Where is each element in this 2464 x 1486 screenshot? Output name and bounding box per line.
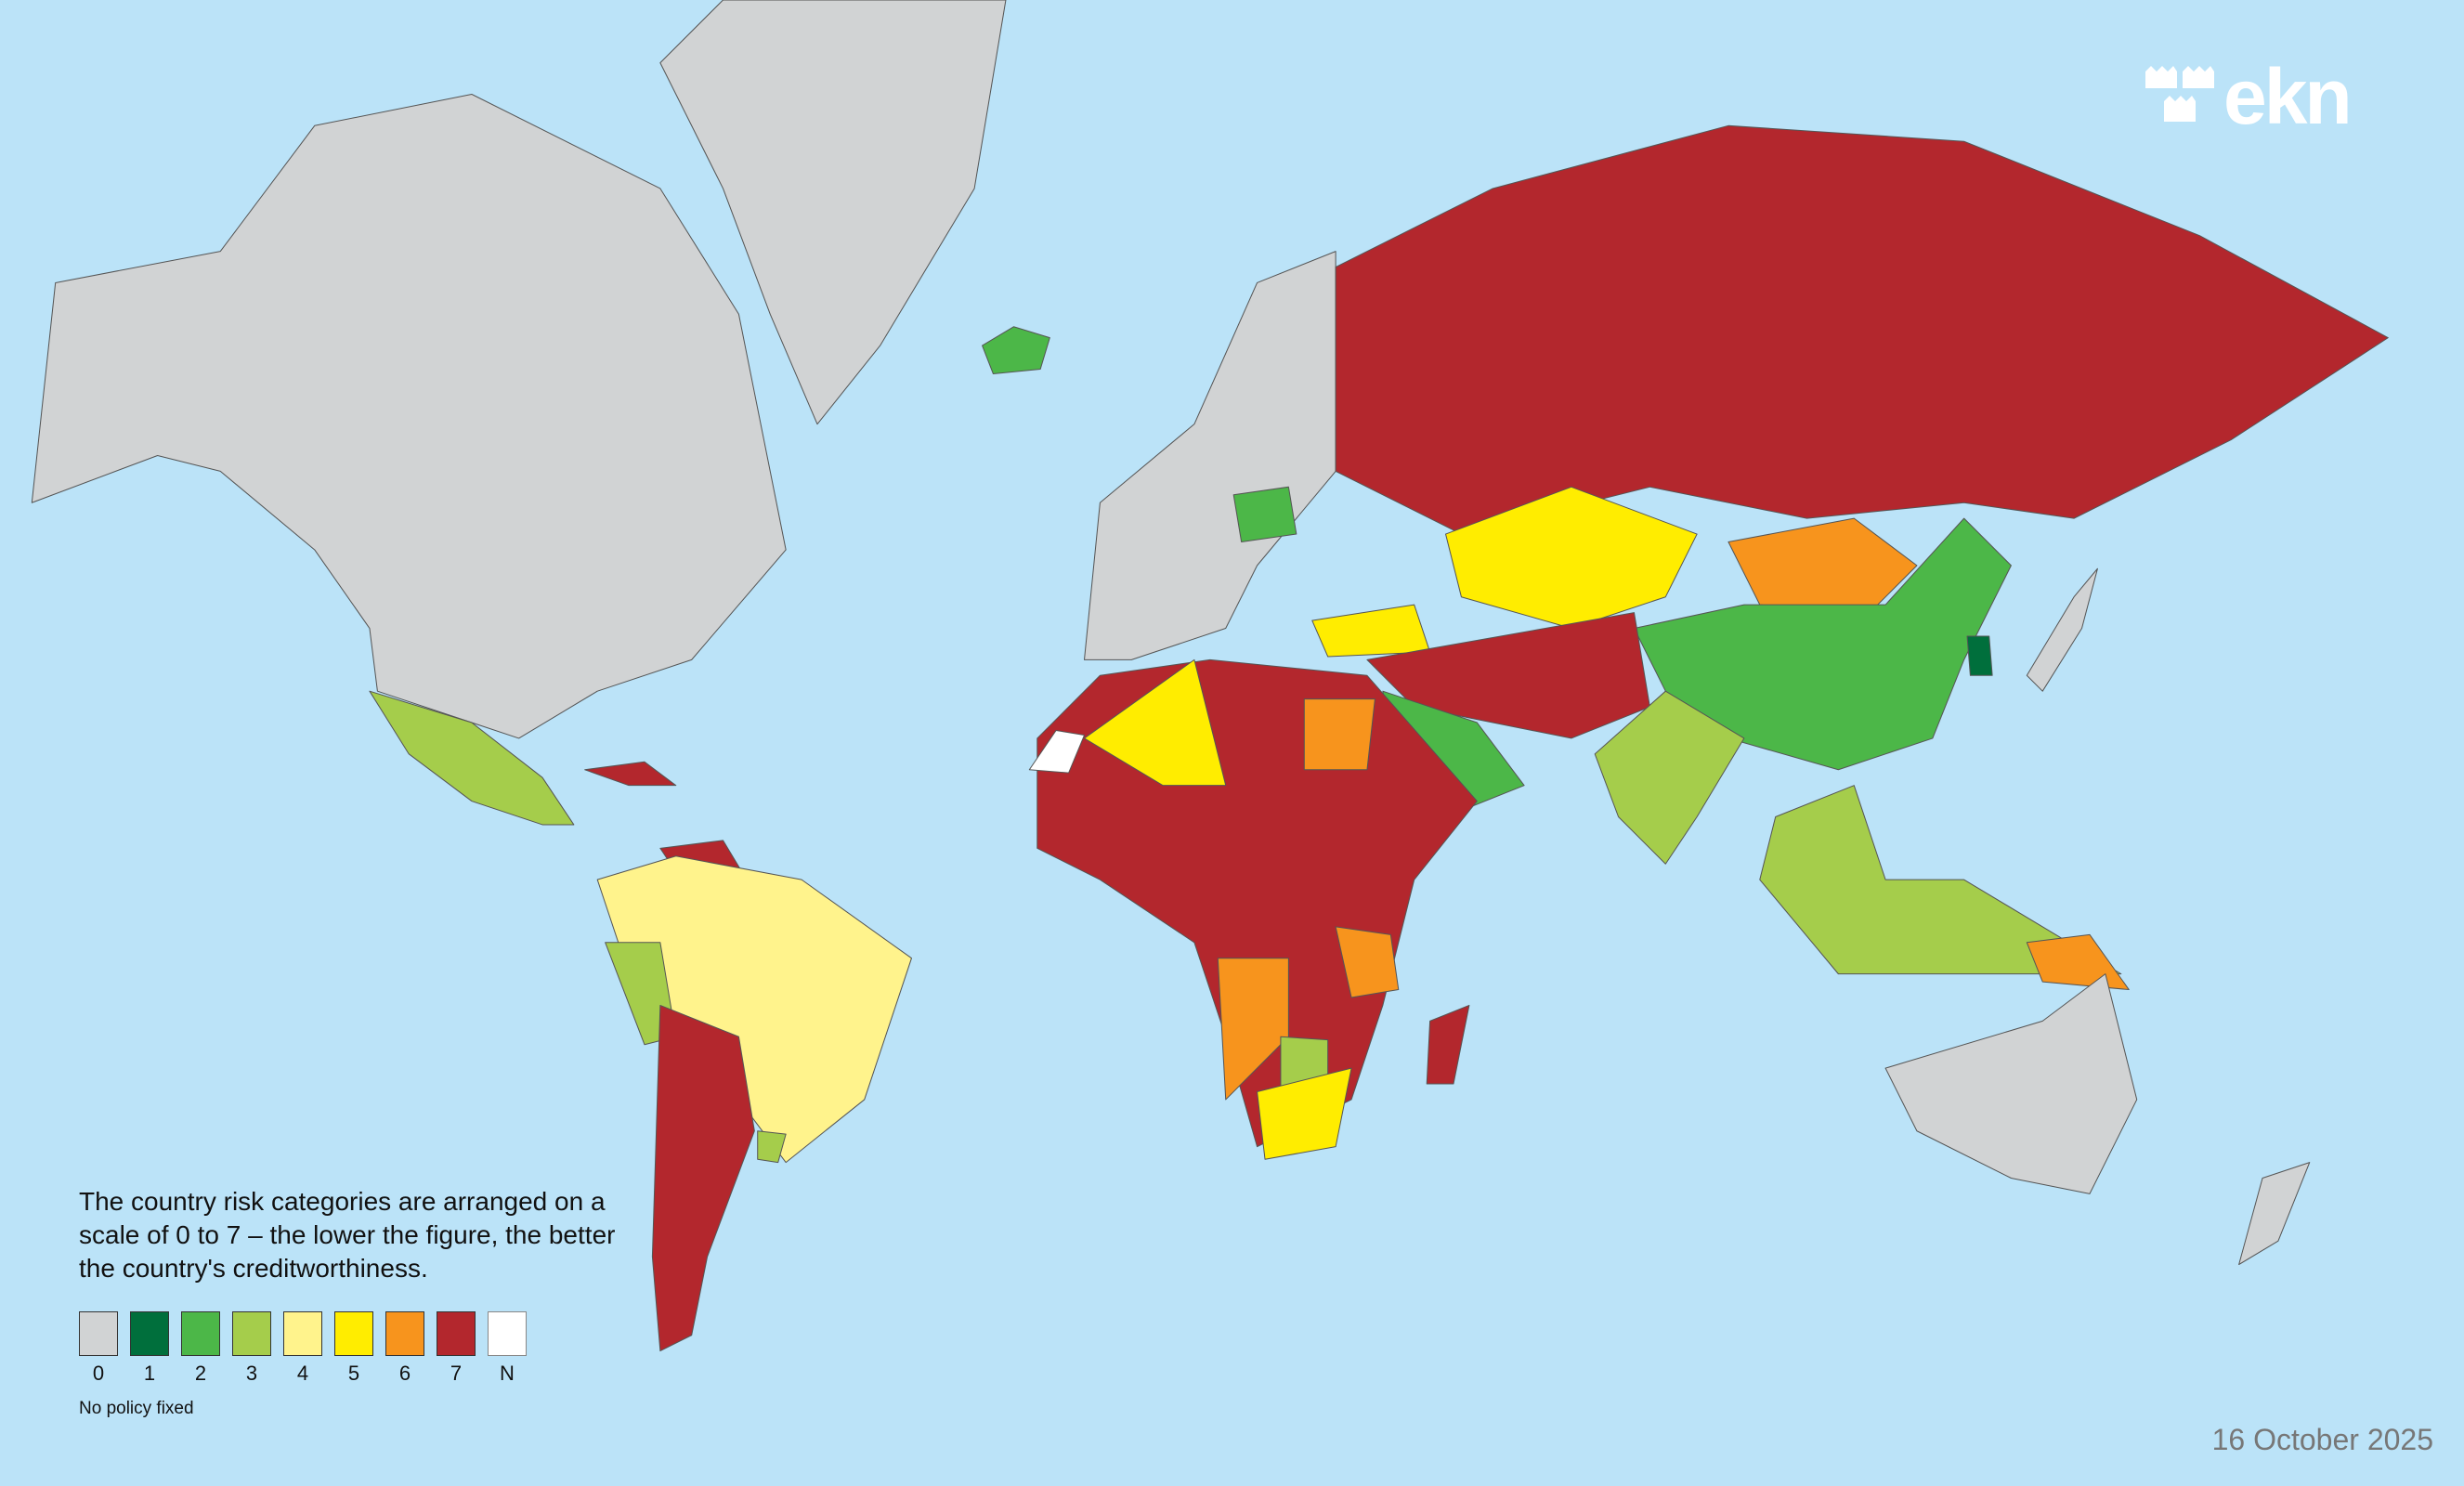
legend-item-6: 6 bbox=[385, 1311, 424, 1386]
region-turkey bbox=[1311, 604, 1431, 658]
legend-label: 3 bbox=[245, 1362, 258, 1385]
legend-item-1: 1 bbox=[130, 1311, 169, 1386]
legend-item-0: 0 bbox=[79, 1311, 118, 1386]
region-australia bbox=[1884, 973, 2138, 1194]
legend: The country risk categories are arranged… bbox=[79, 1185, 636, 1419]
legend-label: 6 bbox=[398, 1362, 411, 1385]
swatch bbox=[283, 1311, 322, 1356]
region-egypt bbox=[1303, 698, 1375, 771]
region-japan bbox=[2026, 567, 2098, 692]
region-kazakhstan bbox=[1445, 486, 1698, 630]
ekn-logo: ekn bbox=[2144, 53, 2353, 140]
legend-label: 1 bbox=[143, 1362, 156, 1385]
region-southeast-asia bbox=[1759, 785, 2122, 975]
region-uruguay bbox=[757, 1130, 787, 1164]
swatch bbox=[130, 1311, 169, 1356]
legend-note: No policy fixed bbox=[79, 1399, 194, 1418]
legend-label: 7 bbox=[450, 1362, 463, 1385]
legend-item-5: 5 bbox=[334, 1311, 373, 1386]
swatch bbox=[488, 1311, 527, 1356]
legend-label: 4 bbox=[296, 1362, 309, 1385]
region-mexico-central-america bbox=[369, 690, 575, 826]
region-caribbean bbox=[584, 761, 677, 787]
region-korea bbox=[1966, 635, 1993, 676]
region-western-sahara bbox=[1028, 729, 1086, 774]
legend-label: 5 bbox=[347, 1362, 360, 1385]
region-greenland bbox=[659, 0, 1007, 425]
region-russia bbox=[1335, 124, 2389, 535]
legend-item-4: 4 bbox=[283, 1311, 322, 1386]
legend-description: The country risk categories are arranged… bbox=[79, 1187, 616, 1283]
swatch bbox=[334, 1311, 373, 1356]
swatch bbox=[385, 1311, 424, 1356]
region-tanzania bbox=[1335, 926, 1400, 998]
legend-label: 0 bbox=[92, 1362, 105, 1385]
three-crowns-icon bbox=[2145, 66, 2214, 122]
legend-swatches: 0 1 2 3 4 5 6 7 N bbox=[79, 1311, 636, 1386]
swatch bbox=[437, 1311, 476, 1356]
region-argentina-chile bbox=[651, 1004, 755, 1352]
region-europe bbox=[1084, 251, 1336, 660]
map-date: 16 October 2025 bbox=[2211, 1423, 2433, 1456]
region-papua-new-guinea bbox=[2026, 933, 2130, 991]
swatch bbox=[181, 1311, 220, 1356]
region-mongolia bbox=[1727, 517, 1918, 614]
region-poland bbox=[1232, 486, 1297, 543]
region-south-africa bbox=[1257, 1067, 1352, 1160]
legend-label: 2 bbox=[194, 1362, 207, 1385]
region-iceland bbox=[982, 326, 1050, 375]
legend-item-3: 3 bbox=[232, 1311, 271, 1386]
region-north-america bbox=[31, 93, 787, 739]
legend-label: N bbox=[500, 1362, 515, 1385]
region-madagascar bbox=[1426, 1004, 1470, 1085]
logo-text: ekn bbox=[2223, 53, 2353, 140]
legend-item-n: N bbox=[488, 1311, 527, 1386]
region-africa bbox=[1036, 658, 1478, 1148]
region-algeria bbox=[1084, 658, 1227, 787]
region-angola bbox=[1217, 958, 1289, 1101]
swatch bbox=[232, 1311, 271, 1356]
region-india bbox=[1594, 690, 1745, 865]
region-new-zealand bbox=[2238, 1162, 2311, 1266]
legend-item-7: 7 bbox=[437, 1311, 476, 1386]
swatch bbox=[79, 1311, 118, 1356]
legend-item-2: 2 bbox=[181, 1311, 220, 1386]
